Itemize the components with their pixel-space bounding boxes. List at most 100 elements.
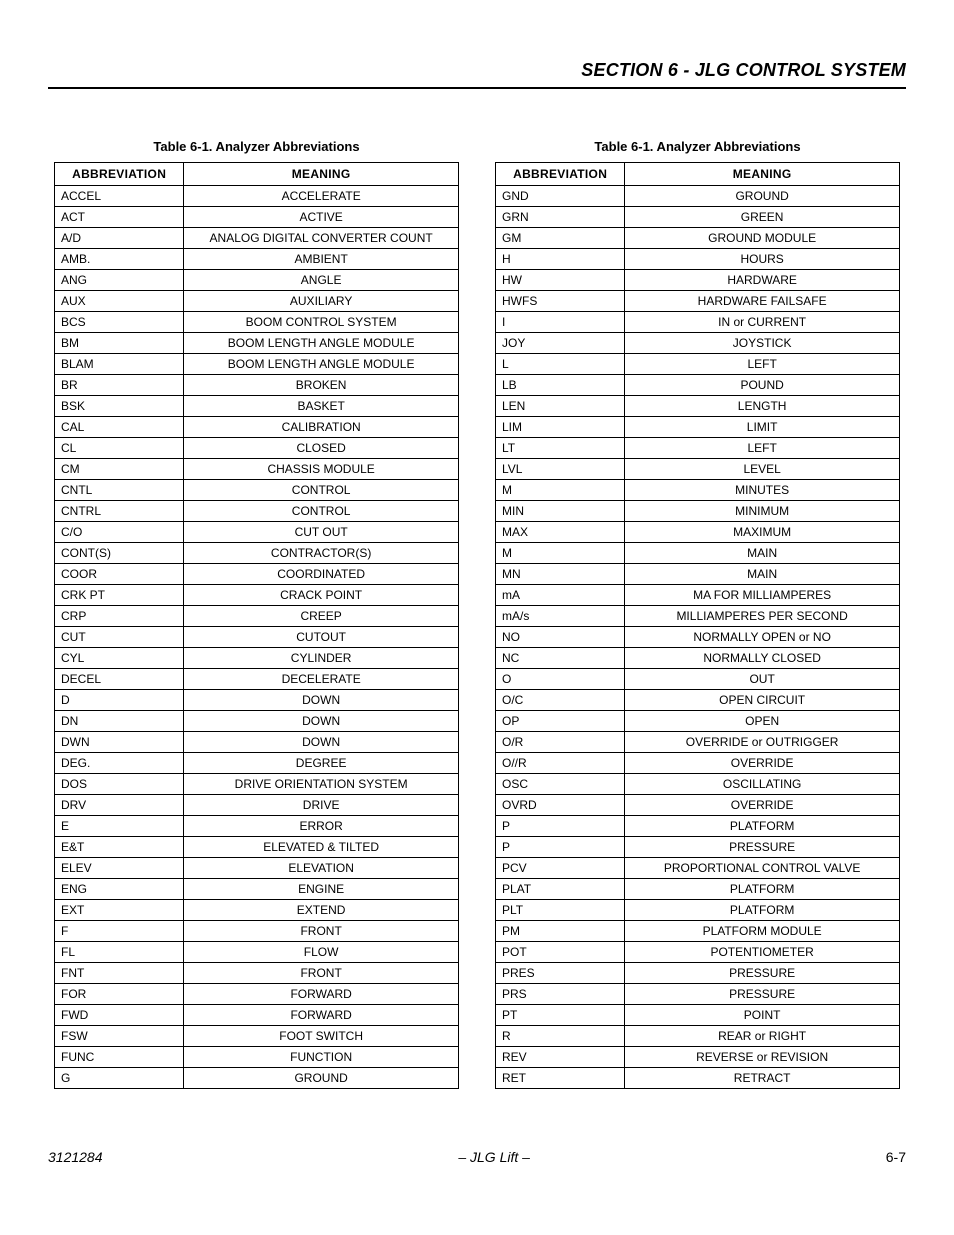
meaning-cell: AUXILIARY bbox=[184, 291, 459, 312]
table-row: JOYJOYSTICK bbox=[496, 333, 900, 354]
abbr-cell: RET bbox=[496, 1068, 625, 1089]
meaning-cell: NORMALLY OPEN or NO bbox=[625, 627, 900, 648]
meaning-cell: BOOM LENGTH ANGLE MODULE bbox=[184, 333, 459, 354]
meaning-cell: ACTIVE bbox=[184, 207, 459, 228]
meaning-cell: IN or CURRENT bbox=[625, 312, 900, 333]
table-row: LENLENGTH bbox=[496, 396, 900, 417]
table-row: mAMA FOR MILLIAMPERES bbox=[496, 585, 900, 606]
table-row: PPLATFORM bbox=[496, 816, 900, 837]
table-row: NONORMALLY OPEN or NO bbox=[496, 627, 900, 648]
table-row: BCSBOOM CONTROL SYSTEM bbox=[55, 312, 459, 333]
abbr-cell: FNT bbox=[55, 963, 184, 984]
abbr-cell: P bbox=[496, 816, 625, 837]
meaning-cell: PLATFORM bbox=[625, 879, 900, 900]
meaning-cell: OUT bbox=[625, 669, 900, 690]
meaning-cell: PRESSURE bbox=[625, 963, 900, 984]
meaning-cell: ANGLE bbox=[184, 270, 459, 291]
table-row: AMB.AMBIENT bbox=[55, 249, 459, 270]
abbr-cell: ENG bbox=[55, 879, 184, 900]
meaning-cell: CONTRACTOR(S) bbox=[184, 543, 459, 564]
table-row: REVREVERSE or REVISION bbox=[496, 1047, 900, 1068]
meaning-cell: OPEN bbox=[625, 711, 900, 732]
abbr-cell: MIN bbox=[496, 501, 625, 522]
abbr-cell: BM bbox=[55, 333, 184, 354]
table-row: FUNCFUNCTION bbox=[55, 1047, 459, 1068]
meaning-cell: DOWN bbox=[184, 711, 459, 732]
meaning-cell: PRESSURE bbox=[625, 984, 900, 1005]
abbr-cell: FSW bbox=[55, 1026, 184, 1047]
meaning-cell: CONTROL bbox=[184, 501, 459, 522]
table-row: E&TELEVATED & TILTED bbox=[55, 837, 459, 858]
meaning-cell: RETRACT bbox=[625, 1068, 900, 1089]
meaning-cell: POINT bbox=[625, 1005, 900, 1026]
meaning-cell: FOOT SWITCH bbox=[184, 1026, 459, 1047]
meaning-cell: MA FOR MILLIAMPERES bbox=[625, 585, 900, 606]
table-row: BRBROKEN bbox=[55, 375, 459, 396]
abbreviations-table-left: ABBREVIATION MEANING ACCELACCELERATEACTA… bbox=[54, 162, 459, 1089]
abbr-cell: PRES bbox=[496, 963, 625, 984]
abbr-cell: mA bbox=[496, 585, 625, 606]
meaning-cell: BASKET bbox=[184, 396, 459, 417]
left-table-block: Table 6-1. Analyzer Abbreviations ABBREV… bbox=[54, 139, 459, 1089]
abbr-cell: LVL bbox=[496, 459, 625, 480]
abbr-cell: M bbox=[496, 543, 625, 564]
abbr-cell: R bbox=[496, 1026, 625, 1047]
meaning-cell: FRONT bbox=[184, 963, 459, 984]
table-row: LBPOUND bbox=[496, 375, 900, 396]
table-row: ACTACTIVE bbox=[55, 207, 459, 228]
table-row: mA/sMILLIAMPERES PER SECOND bbox=[496, 606, 900, 627]
table-row: OPOPEN bbox=[496, 711, 900, 732]
abbr-cell: OSC bbox=[496, 774, 625, 795]
abbr-cell: O bbox=[496, 669, 625, 690]
meaning-cell: HOURS bbox=[625, 249, 900, 270]
meaning-cell: OSCILLATING bbox=[625, 774, 900, 795]
abbr-cell: DEG. bbox=[55, 753, 184, 774]
meaning-cell: FRONT bbox=[184, 921, 459, 942]
col-header-abbr: ABBREVIATION bbox=[496, 163, 625, 186]
table-row: GMGROUND MODULE bbox=[496, 228, 900, 249]
table-row: CYLCYLINDER bbox=[55, 648, 459, 669]
table-row: RETRETRACT bbox=[496, 1068, 900, 1089]
meaning-cell: CYLINDER bbox=[184, 648, 459, 669]
abbr-cell: DRV bbox=[55, 795, 184, 816]
table-row: OVRDOVERRIDE bbox=[496, 795, 900, 816]
table-row: OOUT bbox=[496, 669, 900, 690]
abbr-cell: FWD bbox=[55, 1005, 184, 1026]
meaning-cell: OPEN CIRCUIT bbox=[625, 690, 900, 711]
meaning-cell: CREEP bbox=[184, 606, 459, 627]
table-row: ENGENGINE bbox=[55, 879, 459, 900]
meaning-cell: MINIMUM bbox=[625, 501, 900, 522]
meaning-cell: LIMIT bbox=[625, 417, 900, 438]
table-row: ELEVELEVATION bbox=[55, 858, 459, 879]
abbr-cell: O/R bbox=[496, 732, 625, 753]
right-table-caption: Table 6-1. Analyzer Abbreviations bbox=[495, 139, 900, 154]
abbr-cell: DWN bbox=[55, 732, 184, 753]
meaning-cell: LEVEL bbox=[625, 459, 900, 480]
abbr-cell: ACT bbox=[55, 207, 184, 228]
abbr-cell: BSK bbox=[55, 396, 184, 417]
abbr-cell: ANG bbox=[55, 270, 184, 291]
abbr-cell: BR bbox=[55, 375, 184, 396]
abbr-cell: PLT bbox=[496, 900, 625, 921]
meaning-cell: PLATFORM bbox=[625, 816, 900, 837]
table-row: PCVPROPORTIONAL CONTROL VALVE bbox=[496, 858, 900, 879]
meaning-cell: DEGREE bbox=[184, 753, 459, 774]
table-row: CONT(S)CONTRACTOR(S) bbox=[55, 543, 459, 564]
abbr-cell: HW bbox=[496, 270, 625, 291]
abbr-cell: CUT bbox=[55, 627, 184, 648]
tables-container: Table 6-1. Analyzer Abbreviations ABBREV… bbox=[48, 139, 906, 1089]
meaning-cell: DECELERATE bbox=[184, 669, 459, 690]
table-header-row: ABBREVIATION MEANING bbox=[496, 163, 900, 186]
abbr-cell: CONT(S) bbox=[55, 543, 184, 564]
table-row: FSWFOOT SWITCH bbox=[55, 1026, 459, 1047]
table-row: LTLEFT bbox=[496, 438, 900, 459]
meaning-cell: MILLIAMPERES PER SECOND bbox=[625, 606, 900, 627]
table-row: MAXMAXIMUM bbox=[496, 522, 900, 543]
abbr-cell: DOS bbox=[55, 774, 184, 795]
table-row: LVLLEVEL bbox=[496, 459, 900, 480]
abbr-cell: CAL bbox=[55, 417, 184, 438]
abbr-cell: P bbox=[496, 837, 625, 858]
abbr-cell: GND bbox=[496, 186, 625, 207]
meaning-cell: REAR or RIGHT bbox=[625, 1026, 900, 1047]
abbr-cell: PRS bbox=[496, 984, 625, 1005]
